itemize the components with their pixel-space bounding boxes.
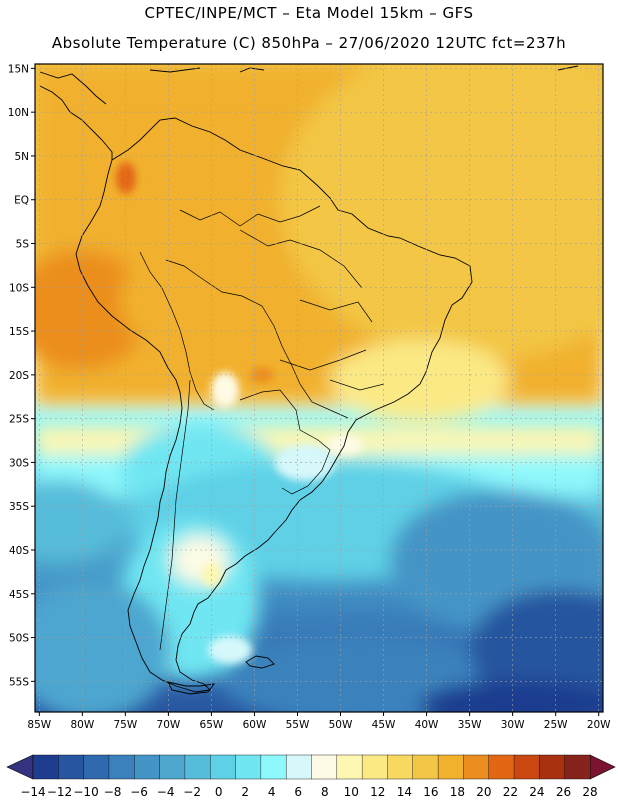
lon-label: 80W (70, 719, 94, 731)
lon-label: 20W (587, 719, 611, 731)
axis-ticks (31, 67, 600, 716)
colorbar-swatch (235, 754, 262, 780)
colorbar-swatch (437, 754, 465, 780)
lon-label: 60W (243, 719, 267, 731)
colorbar-swatch (159, 754, 186, 780)
colorbar-swatch (108, 754, 135, 780)
colorbar-swatch (32, 754, 59, 780)
title-line-1: CPTEC/INPE/MCT – Eta Model 15km – GFS (144, 4, 474, 22)
colorbar-label: −14 (20, 785, 45, 799)
colorbar-left-cap (6, 754, 34, 780)
lon-label: 65W (200, 719, 224, 731)
map-frame (34, 63, 604, 713)
colorbar-swatch (210, 754, 237, 780)
colorbar-label: −8 (104, 785, 122, 799)
lat-label: EQ (14, 195, 29, 207)
longitude-labels: 85W 80W 75W 70W 65W 60W 55W 50W 45W 40W 35W 30W 25W 2… (27, 719, 611, 731)
colorbar-label: 8 (321, 785, 329, 799)
lat-label: 35S (9, 501, 29, 513)
colorbar-label: 28 (582, 785, 597, 799)
lat-label: 25S (9, 414, 29, 426)
lat-label: 15N (8, 63, 29, 75)
colorbar-label: 2 (241, 785, 249, 799)
country-borders (139, 205, 385, 651)
colorbar-swatch (134, 754, 161, 780)
colorbar-label: 4 (268, 785, 276, 799)
colorbar-swatch (387, 754, 414, 780)
colorbar-swatch (513, 754, 540, 780)
lon-label: 25W (544, 719, 568, 731)
colorbar-swatch (260, 754, 287, 780)
lat-label: 30S (9, 457, 29, 469)
colorbar-label: −4 (157, 785, 175, 799)
south-america-coastline (75, 117, 473, 693)
colorbar-label: 22 (503, 785, 518, 799)
border-brazil-states (239, 229, 385, 391)
colorbar-label: 18 (450, 785, 465, 799)
temperature-field (35, 64, 603, 712)
colorbar-label: −2 (183, 785, 201, 799)
colorbar-swatch (463, 754, 490, 780)
colorbar-label: −12 (47, 785, 72, 799)
lon-label: 40W (415, 719, 439, 731)
latitude-labels: 15N 10N 5N EQ 5S 10S 15S 20S 25S 30S 35S 40S 45S 50S 5… (8, 63, 30, 688)
colorbar-swatch (311, 754, 338, 780)
lat-label: 40S (9, 545, 29, 557)
central-america-coastline (39, 71, 113, 160)
colorbar-label: 12 (370, 785, 385, 799)
lon-label: 30W (501, 719, 525, 731)
lat-label: 45S (9, 589, 29, 601)
falklands-island (245, 655, 275, 669)
colorbar-label: 16 (423, 785, 438, 799)
colorbar-swatch (564, 754, 591, 780)
lon-label: 50W (329, 719, 353, 731)
colorbar-label: 6 (294, 785, 302, 799)
border-argentina-chile (159, 379, 191, 651)
colorbar-swatch (336, 754, 363, 780)
lon-label: 75W (113, 719, 137, 731)
lon-label: 45W (372, 719, 396, 731)
colorbar-swatch (184, 754, 211, 780)
lon-label: 35W (458, 719, 482, 731)
colorbar-label: 20 (476, 785, 491, 799)
colorbar-label: 24 (529, 785, 544, 799)
coastlines (39, 65, 579, 695)
colorbar-swatch (412, 754, 439, 780)
caribbean-islands (149, 65, 579, 73)
border-andes (139, 251, 215, 411)
lat-label: 20S (9, 370, 29, 382)
lat-label: 15S (9, 326, 29, 338)
colorbar-swatch (58, 754, 85, 780)
colorbar-swatch (83, 754, 110, 780)
lat-label: 50S (9, 633, 29, 645)
lon-label: 70W (157, 719, 181, 731)
colorbar-swatch (539, 754, 566, 780)
lat-label: 10N (8, 107, 29, 119)
lat-label: 10S (9, 282, 29, 294)
colorbar-label: −10 (73, 785, 98, 799)
lon-label: 55W (286, 719, 310, 731)
colorbar-label: 10 (344, 785, 359, 799)
border-brazil-west (165, 205, 349, 419)
title-line-2: Absolute Temperature (C) 850hPa – 27/06/… (51, 34, 567, 52)
lat-label: 5N (14, 151, 29, 163)
colorbar-label: 0 (215, 785, 223, 799)
colorbar-label: 14 (397, 785, 412, 799)
graticule (35, 64, 603, 712)
tierra-del-fuego (167, 681, 216, 695)
colorbar-swatch (361, 754, 389, 780)
lat-label: 55S (9, 676, 29, 688)
colorbar-swatch (285, 754, 313, 780)
colorbar-swatch (488, 754, 515, 780)
colorbar: −14 −12 −10 −8 −6 −4 −2 0 2 4 6 8 10 12 14 16 18 20 22 24 26… (6, 754, 616, 799)
colorbar-label: −6 (130, 785, 148, 799)
colorbar-label: 26 (556, 785, 571, 799)
border-paraguay-uruguay (239, 389, 331, 495)
lon-label: 85W (27, 719, 51, 731)
lat-label: 5S (16, 239, 30, 251)
colorbar-right-cap (589, 754, 616, 780)
